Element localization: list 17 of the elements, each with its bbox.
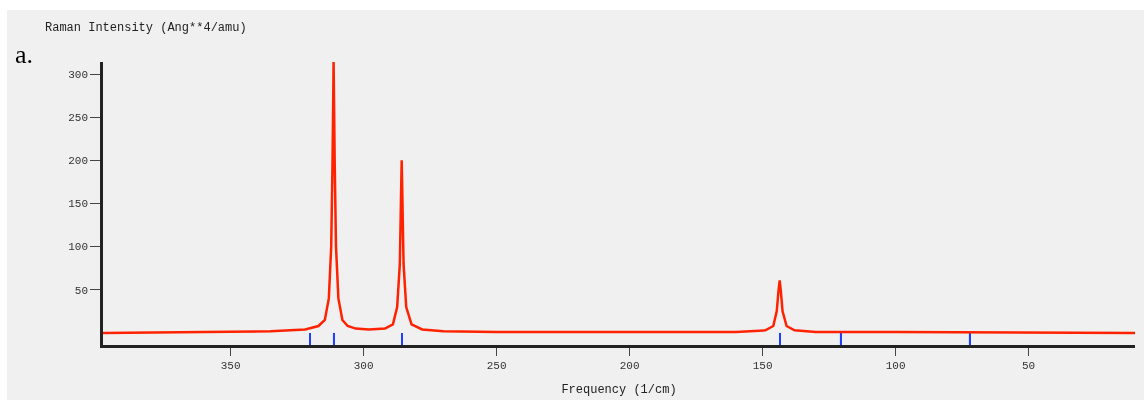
- x-tick-label: 100: [885, 359, 906, 372]
- x-axis-title: Frequency (1/cm): [561, 382, 677, 397]
- y-tick-label: 100: [68, 241, 89, 254]
- y-tick-label: 50: [74, 284, 89, 297]
- x-tick-label: 150: [752, 359, 773, 372]
- line-series: [103, 62, 1135, 335]
- text: a.: [15, 40, 34, 69]
- x-tick-label: 250: [486, 359, 507, 372]
- x-tick-label: 350: [220, 359, 241, 372]
- y-axis-title: Raman Intensity (Ang**4/amu): [45, 21, 247, 35]
- y-tick-label: 150: [68, 198, 89, 211]
- y-tick-label: 250: [68, 112, 89, 125]
- x-tick-label: 300: [353, 359, 374, 372]
- y-tick-label: 200: [68, 155, 89, 168]
- x-tick-label: 200: [619, 359, 640, 372]
- y-tick-label: 300: [68, 68, 89, 81]
- x-tick-label: 50: [1022, 359, 1036, 372]
